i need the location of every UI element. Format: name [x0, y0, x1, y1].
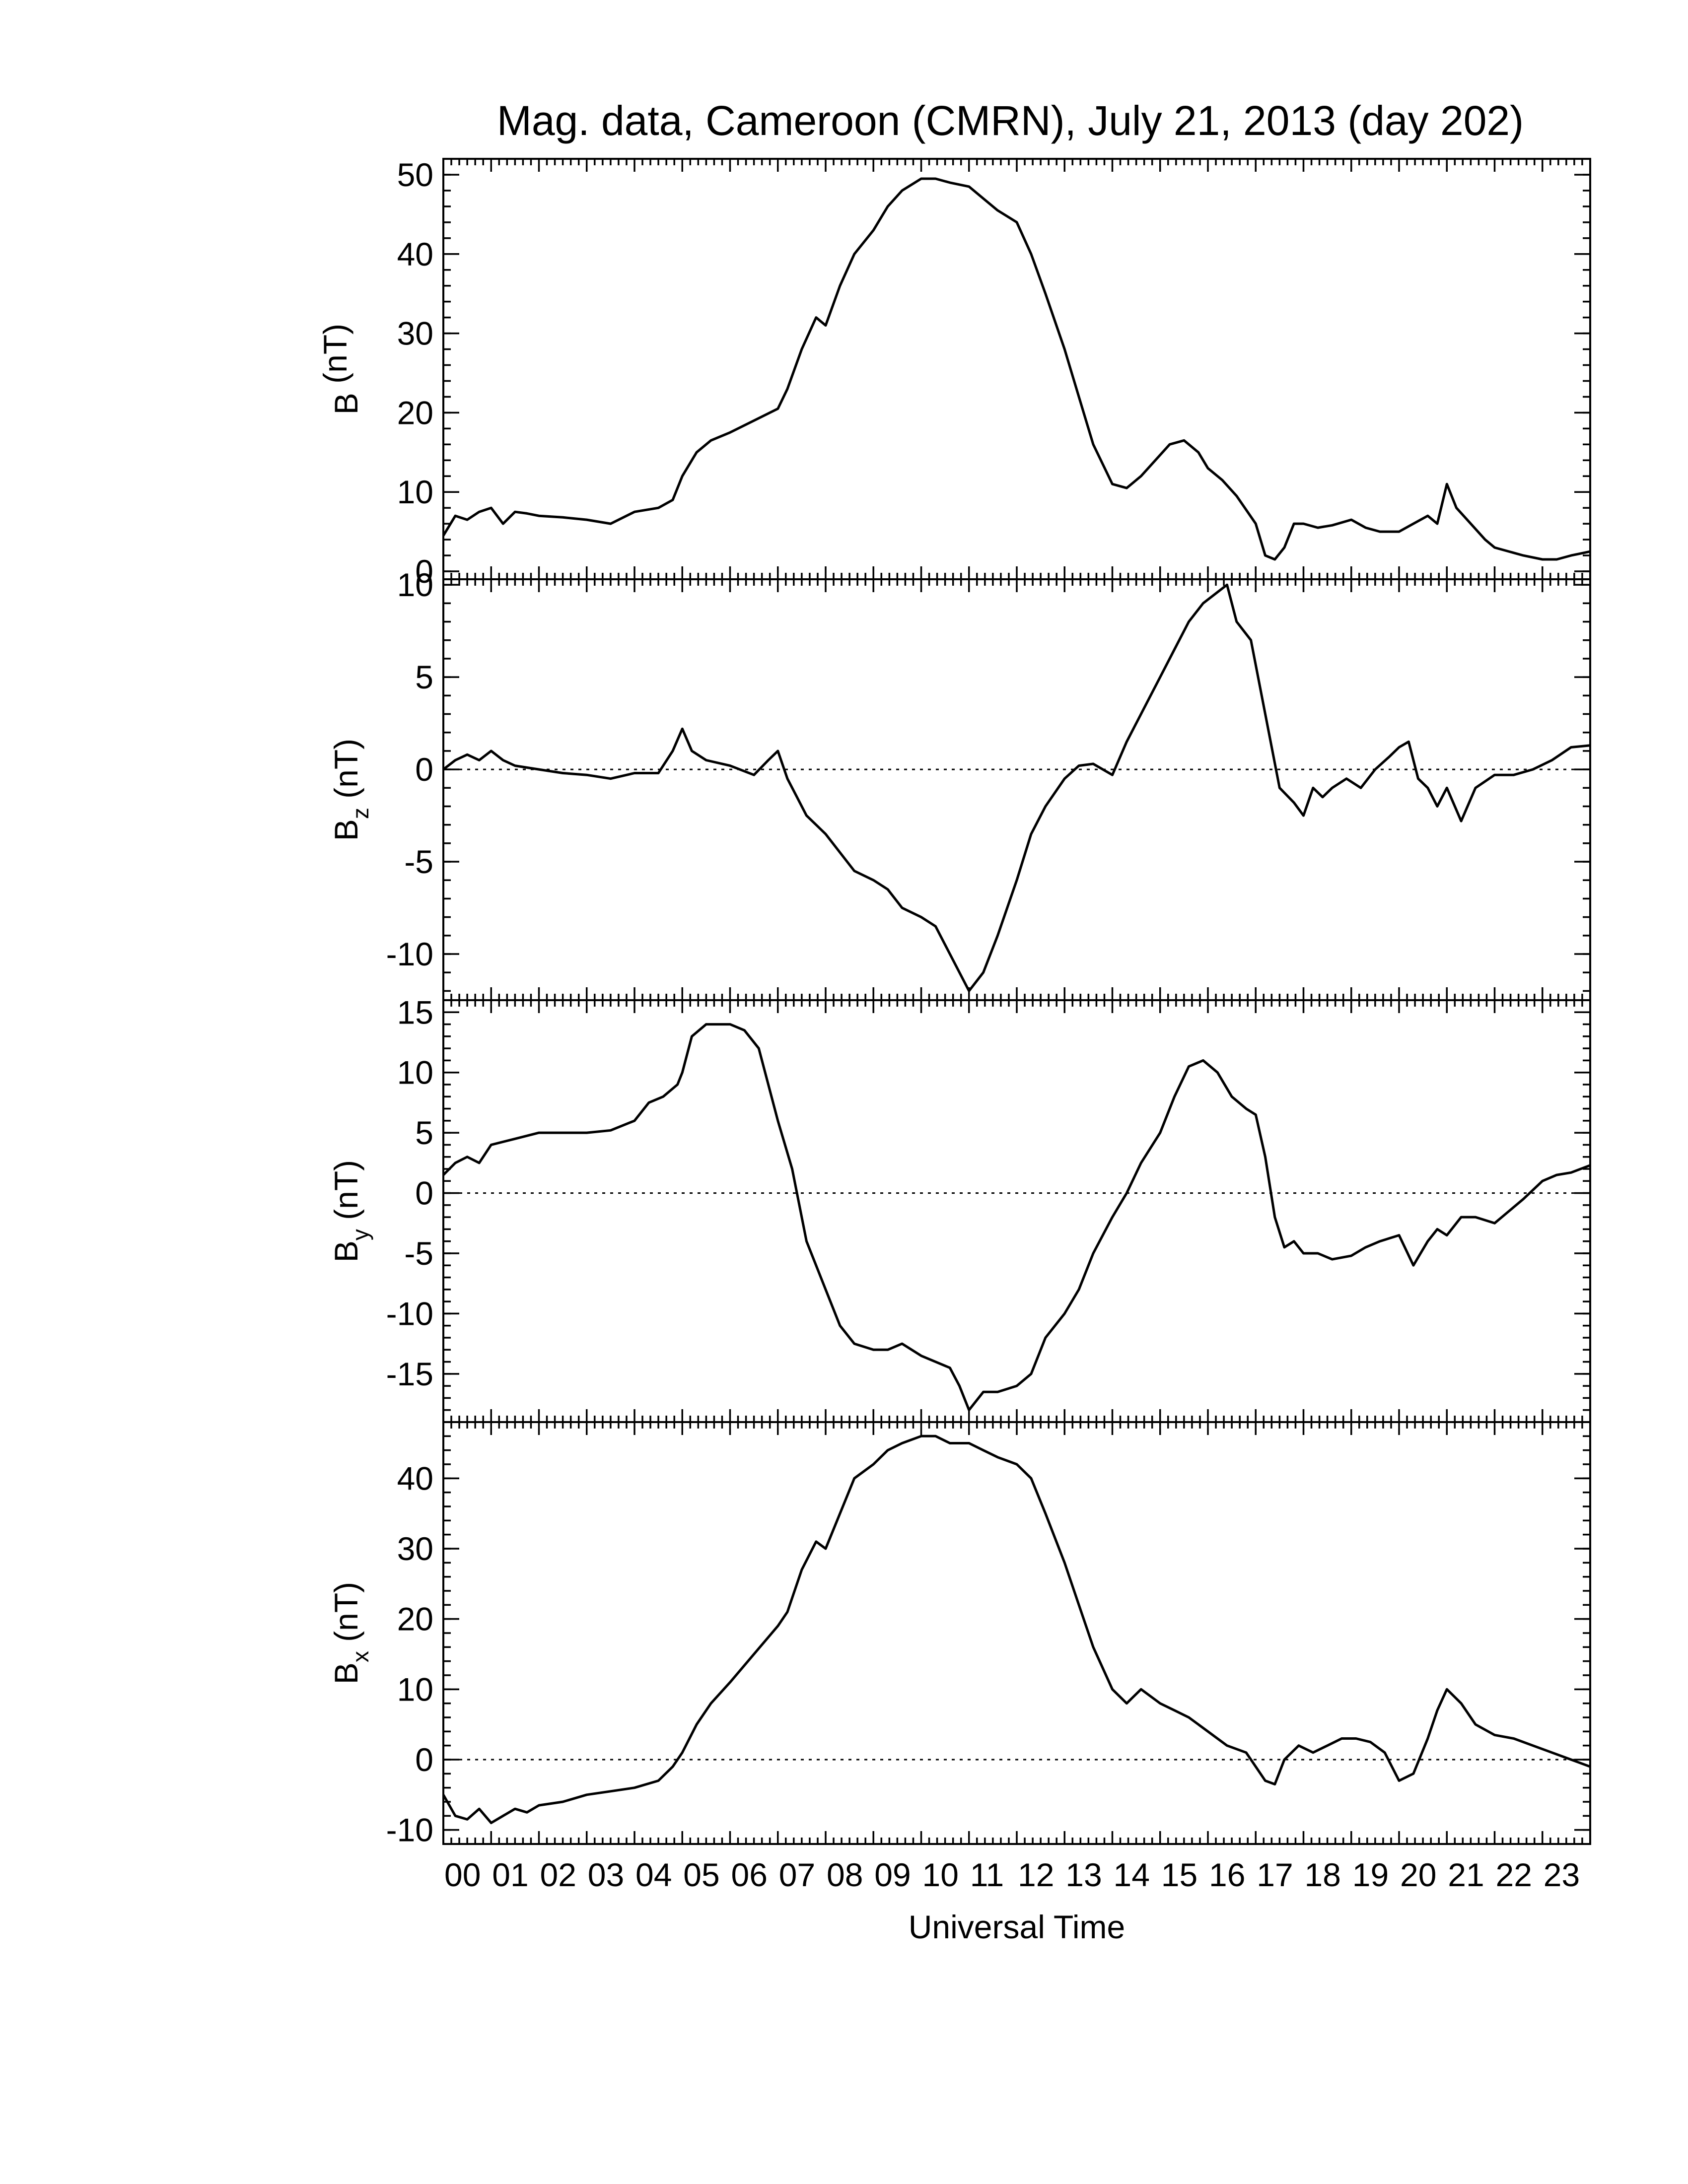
x-tick-label: 11 [970, 1856, 1004, 1893]
y-tick-label: 5 [415, 659, 433, 695]
x-tick-label: 02 [540, 1856, 576, 1893]
y-axis-label: Bz (nT) [328, 739, 373, 841]
x-tick-label: 06 [731, 1856, 768, 1893]
y-tick-label: -10 [386, 1295, 433, 1332]
x-tick-label: 09 [874, 1856, 911, 1893]
y-axis-label: B (nT) [317, 324, 364, 414]
plot-frame [442, 999, 1591, 1423]
chart-title: Mag. data, Cameroon (CMRN), July 21, 201… [497, 97, 1524, 144]
y-axis-label-main: B [328, 393, 364, 414]
y-tick-label: 10 [397, 474, 433, 510]
y-axis-label-unit: (nT) [328, 1582, 364, 1651]
series-line-b [442, 177, 1591, 561]
y-tick-label: 10 [397, 566, 433, 603]
x-tick-label: 07 [779, 1856, 815, 1893]
y-axis-label-main: B [328, 819, 364, 841]
y-tick-label: 10 [397, 1671, 433, 1707]
y-axis-label-main: B [328, 1240, 364, 1262]
panel-by: -15 -10 -5 0 5 10 15 By (nT) [328, 994, 1591, 1423]
panel-b-total: 0 10 20 30 40 50 B (nT) [317, 156, 1591, 590]
x-tick-label: 21 [1448, 1856, 1484, 1893]
x-axis-label: Universal Time [909, 1909, 1125, 1945]
y-tick-label: 0 [415, 1741, 433, 1778]
y-axis-label-sub: x [348, 1651, 373, 1662]
y-tick-label: 15 [397, 994, 433, 1030]
plot-frame [442, 578, 1591, 1001]
x-axis-tick-labels: 00 01 02 03 04 05 06 07 08 09 10 11 12 13 14 15 16 17 18 19… [444, 1856, 1580, 1893]
y-axis-label-sub: z [348, 808, 373, 819]
y-tick-label: 40 [397, 1460, 433, 1497]
y-tick-label: 50 [397, 156, 433, 193]
x-tick-label: 23 [1544, 1856, 1580, 1893]
x-tick-label: 00 [444, 1856, 481, 1893]
y-tick-label: -10 [386, 936, 433, 972]
y-axis-ticks: -10 -5 0 5 10 [386, 566, 1590, 992]
y-tick-label: 0 [415, 751, 433, 788]
x-tick-label: 15 [1161, 1856, 1197, 1893]
y-axis-label-unit: (nT) [328, 1160, 364, 1229]
y-axis-label-unit: (nT) [328, 739, 364, 808]
y-axis-label-unit: (nT) [317, 324, 353, 393]
plot-frame [442, 1421, 1591, 1845]
y-tick-label: -10 [386, 1812, 433, 1848]
x-tick-label: 18 [1305, 1856, 1341, 1893]
y-axis-label-sub: y [348, 1229, 373, 1240]
x-tick-label: 05 [683, 1856, 719, 1893]
series-line-by [442, 1023, 1591, 1412]
series-line-bx [442, 1434, 1591, 1824]
series-line-bz [442, 583, 1591, 992]
x-tick-label: 10 [922, 1856, 959, 1893]
x-tick-label: 19 [1352, 1856, 1389, 1893]
y-axis-ticks: -15 -10 -5 0 5 10 15 [386, 994, 1590, 1423]
y-axis-label-main: B [328, 1662, 364, 1684]
x-tick-label: 22 [1496, 1856, 1532, 1893]
x-minor-ticks [442, 1000, 1591, 1422]
x-minor-ticks [442, 159, 1591, 579]
x-tick-label: 08 [827, 1856, 863, 1893]
y-tick-label: 20 [397, 394, 433, 431]
x-minor-ticks [442, 1422, 1591, 1844]
y-axis-label: By (nT) [328, 1160, 373, 1262]
x-tick-label: 16 [1209, 1856, 1245, 1893]
panel-bx: -10 0 10 20 30 40 Bx (nT) [328, 1421, 1591, 1848]
panel-bz: -10 -5 0 5 10 Bz (nT) [328, 566, 1591, 1001]
x-tick-label: 13 [1065, 1856, 1102, 1893]
y-axis-label: Bx (nT) [328, 1582, 373, 1684]
x-tick-label: 20 [1400, 1856, 1436, 1893]
x-tick-label: 04 [635, 1856, 672, 1893]
x-minor-ticks [442, 579, 1591, 1000]
y-axis-ticks: -10 0 10 20 30 40 [386, 1421, 1590, 1848]
x-tick-label: 14 [1114, 1856, 1150, 1893]
y-axis-ticks: 0 10 20 30 40 50 [397, 156, 1590, 590]
y-tick-label: -5 [404, 1235, 433, 1272]
x-tick-label: 03 [588, 1856, 624, 1893]
y-tick-label: 40 [397, 236, 433, 273]
y-tick-label: -5 [404, 843, 433, 880]
y-tick-label: 20 [397, 1601, 433, 1638]
x-tick-label: 01 [492, 1856, 528, 1893]
y-tick-label: 30 [397, 1530, 433, 1567]
y-tick-label: 0 [415, 1175, 433, 1212]
y-tick-label: 30 [397, 315, 433, 352]
y-tick-label: 5 [415, 1114, 433, 1151]
y-tick-label: 0 [415, 553, 433, 590]
y-tick-label: -15 [386, 1356, 433, 1392]
y-tick-label: 10 [397, 1054, 433, 1091]
x-tick-label: 17 [1257, 1856, 1293, 1893]
x-tick-label: 12 [1018, 1856, 1054, 1893]
